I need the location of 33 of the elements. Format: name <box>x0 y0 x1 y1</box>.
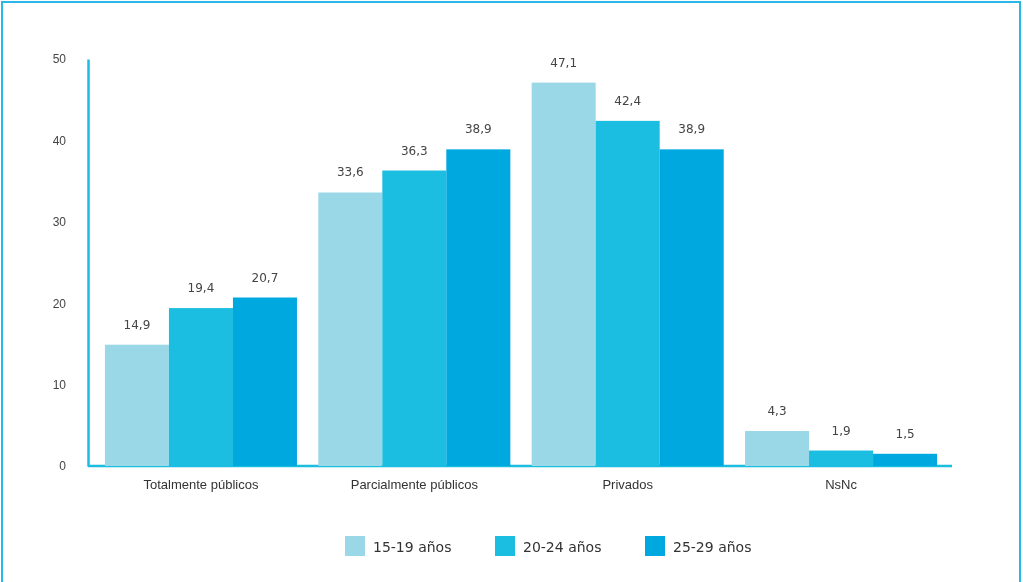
legend-label: 25-29 años <box>673 539 752 555</box>
legend-label: 15-19 años <box>373 539 452 555</box>
bar <box>318 192 383 466</box>
data-label: 1,9 <box>831 423 851 438</box>
y-tick-label: 20 <box>52 296 67 311</box>
data-label: 4,3 <box>767 404 787 418</box>
y-tick-label: 30 <box>52 215 67 230</box>
y-tick-label: 50 <box>52 52 67 67</box>
bar <box>745 431 810 466</box>
data-label: 47,1 <box>550 55 578 70</box>
data-label: 36,3 <box>400 143 428 158</box>
data-label: 38,9 <box>678 122 706 137</box>
data-label: 1,5 <box>895 426 915 441</box>
data-label: 19,4 <box>187 281 215 296</box>
x-tick-label: Parcialmente públicos <box>350 477 479 493</box>
bar <box>659 149 724 466</box>
y-tick-label: 0 <box>59 459 67 474</box>
bar <box>531 82 596 466</box>
data-label: 42,4 <box>614 93 642 108</box>
bar <box>104 344 169 466</box>
y-tick-label: 40 <box>52 133 67 148</box>
legend-label: 20-24 años <box>523 539 602 555</box>
bar <box>232 297 297 466</box>
data-label: 20,7 <box>251 270 279 285</box>
y-tick-label: 10 <box>52 377 67 392</box>
data-label: 14,9 <box>123 317 151 332</box>
bar <box>873 453 938 466</box>
x-tick-label: Totalmente públicos <box>143 477 259 493</box>
x-tick-label: NsNc <box>825 477 858 493</box>
data-label: 33,6 <box>336 165 364 180</box>
bar <box>446 149 511 466</box>
x-tick-label: Privados <box>602 477 654 493</box>
data-label: 38,9 <box>464 122 492 137</box>
